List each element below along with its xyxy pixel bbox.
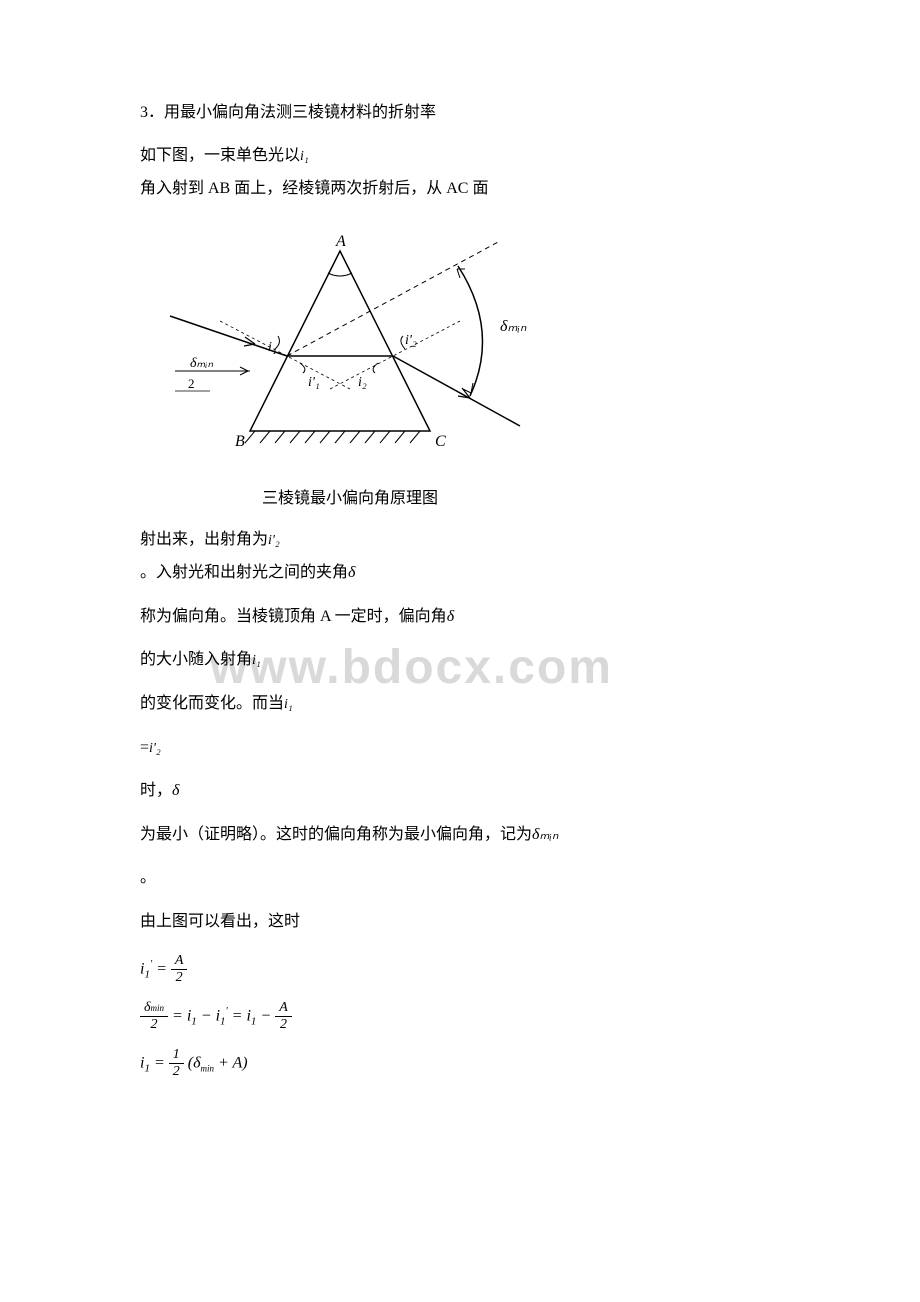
page-content: 3．用最小偏向角法测三棱镜材料的折射率 如下图，一束单色光以i₁ 角入射到 AB… [140, 100, 780, 1080]
text: 如下图，一束单色光以 [140, 147, 300, 164]
label-two: 2 [188, 376, 195, 391]
prism-triangle [250, 251, 430, 431]
paragraph-line-7: 的变化而变化。而当i₁ [140, 691, 780, 717]
text: 射出来，出射角为 [140, 531, 268, 548]
i2-arc [373, 363, 378, 373]
paragraph-line-4: 。入射光和出射光之间的夹角δ [140, 560, 780, 586]
text: 称为偏向角。当棱镜顶角 A 一定时，偏向角 [140, 608, 447, 625]
text: 的大小随入射角 [140, 651, 252, 668]
paragraph-line-8: =i'₂ [140, 735, 780, 761]
text: 的变化而变化。而当 [140, 695, 284, 712]
var-delta: δ [348, 564, 355, 581]
label-dmin: δₘᵢₙ [500, 318, 527, 335]
i1p-arc [300, 363, 305, 373]
var-delta2: δ [447, 608, 454, 625]
paragraph-line-10: 为最小（证明略）。这时的偏向角称为最小偏向角，记为δₘᵢₙ [140, 822, 780, 848]
prism-svg: A B C i₁ i'₁ i₂ i'₂ δₘᵢₙ δₘᵢₙ 2 [160, 221, 560, 471]
label-i2p: i'₂ [405, 333, 417, 348]
text: 为最小（证明略）。这时的偏向角称为最小偏向角，记为 [140, 826, 532, 843]
label-i1: i₁ [268, 340, 277, 355]
var-i2p: i'₂ [268, 533, 280, 548]
label-A: A [335, 233, 346, 250]
apex-arc [328, 273, 352, 276]
var-i1-b: i₁ [252, 653, 261, 668]
dashed-inside-1 [220, 321, 350, 389]
dmin-arc [458, 266, 483, 396]
section-number: 3． [140, 104, 164, 121]
prism-diagram: A B C i₁ i'₁ i₂ i'₂ δₘᵢₙ δₘᵢₙ 2 三棱镜最小偏向角… [160, 221, 780, 508]
paragraph-line-12: 由上图可以看出，这时 [140, 909, 780, 935]
dashed-extension [287, 241, 500, 356]
text: = [140, 739, 149, 756]
formula-3: i1 = 12 (δmin + A) [140, 1047, 780, 1080]
label-B: B [235, 433, 245, 450]
var-delta3: δ [172, 782, 179, 799]
var-i2p-b: i'₂ [149, 741, 161, 756]
paragraph-line-9: 时，δ [140, 778, 780, 804]
paragraph-line-2: 角入射到 AB 面上，经棱镜两次折射后，从 AC 面 [140, 176, 780, 202]
label-i2: i₂ [358, 375, 367, 390]
label-C: C [435, 433, 446, 450]
paragraph-line-5: 称为偏向角。当棱镜顶角 A 一定时，偏向角δ [140, 604, 780, 630]
paragraph-line-11: 。 [140, 865, 780, 891]
formula-1: i1' = A2 [140, 953, 780, 986]
paragraph-line-1: 如下图，一束单色光以i₁ [140, 144, 780, 168]
formula-2: δmin2 = i1 − i1' = i1 − A2 [140, 1000, 780, 1033]
outgoing-ray [393, 356, 520, 426]
section-title: 用最小偏向角法测三棱镜材料的折射率 [164, 104, 436, 121]
var-i1-c: i₁ [284, 697, 293, 712]
section-heading: 3．用最小偏向角法测三棱镜材料的折射率 [140, 100, 780, 126]
text: 时， [140, 782, 172, 799]
var-dmin: δₘᵢₙ [532, 826, 558, 843]
paragraph-line-3: 射出来，出射角为i'₂ [140, 528, 780, 552]
dashed-inside-2 [330, 321, 460, 389]
var-i1: i₁ [300, 149, 309, 164]
text: 。入射光和出射光之间的夹角 [140, 564, 348, 581]
base-hatching [245, 431, 420, 443]
label-dmin2: δₘᵢₙ [190, 356, 213, 371]
label-i1p: i'₁ [308, 375, 320, 390]
figure-caption: 三棱镜最小偏向角原理图 [160, 484, 540, 508]
paragraph-line-6: 的大小随入射角i₁ [140, 647, 780, 673]
